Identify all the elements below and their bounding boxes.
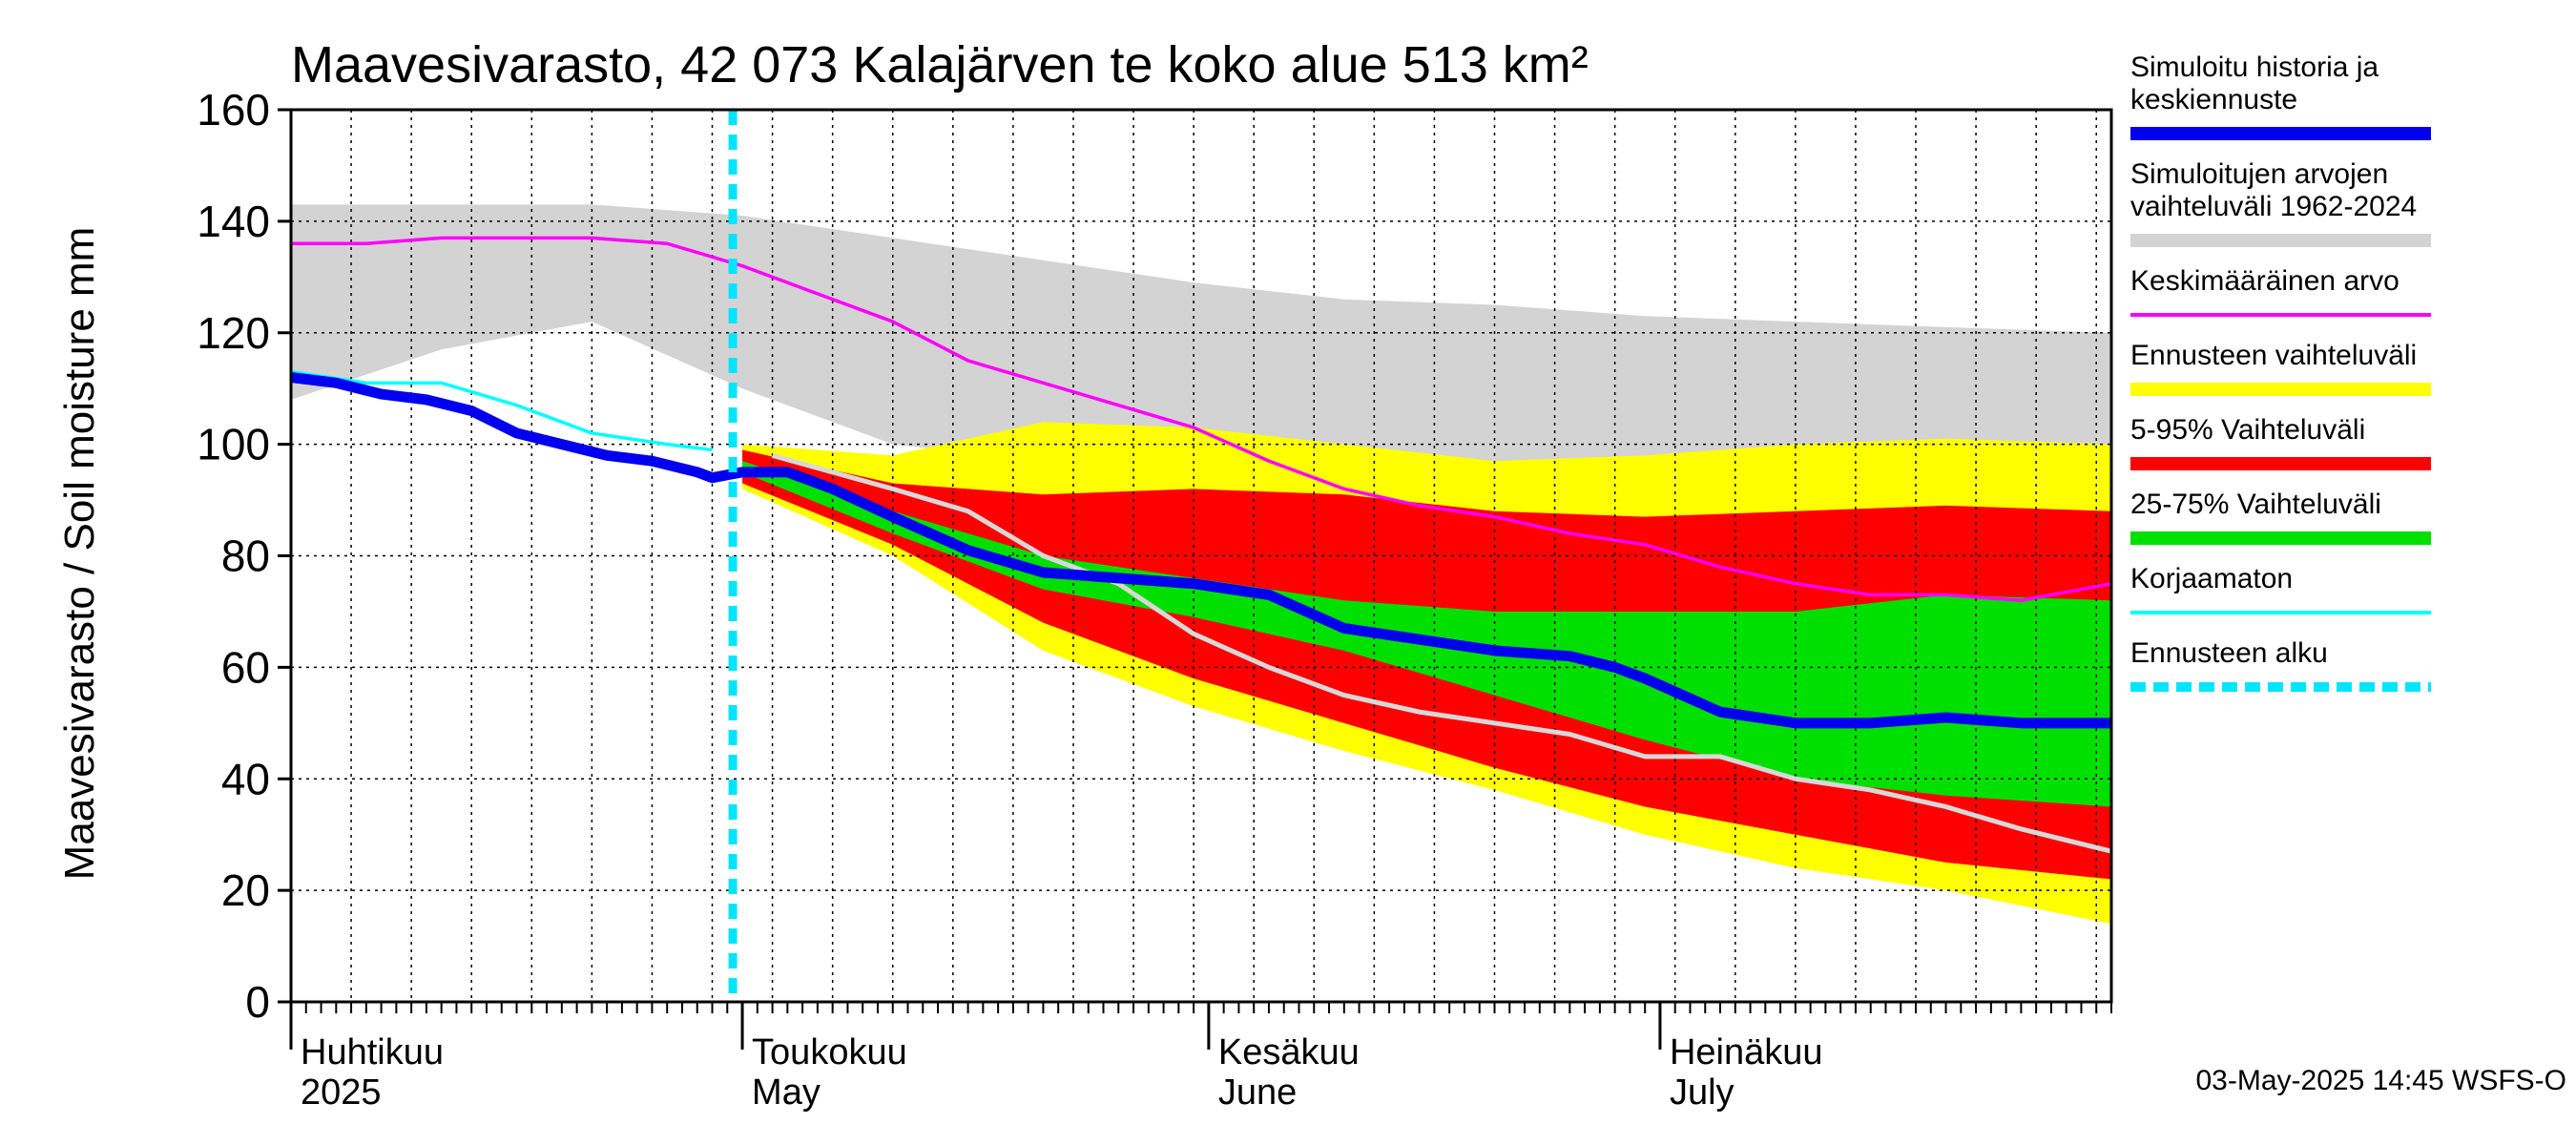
- legend-label: 25-75% Vaihteluväli: [2130, 489, 2381, 520]
- mean-line: [291, 236, 2112, 602]
- month-label-en: 2025: [301, 1072, 382, 1113]
- y-tick-label: 100: [197, 420, 270, 469]
- chart-title: Maavesivarasto, 42 073 Kalajärven te kok…: [291, 36, 1589, 94]
- legend-label: Keskimääräinen arvo: [2130, 265, 2399, 297]
- y-tick-label: 80: [221, 531, 270, 581]
- legend-label: Ennusteen vaihteluväli: [2130, 340, 2417, 371]
- month-label-fi: Heinäkuu: [1670, 1032, 1823, 1072]
- month-label-fi: Toukokuu: [752, 1032, 907, 1072]
- month-label-fi: Kesäkuu: [1218, 1032, 1360, 1072]
- y-tick-label: 40: [221, 754, 270, 803]
- y-tick-label: 20: [221, 865, 270, 915]
- y-tick-label: 0: [245, 977, 270, 1027]
- legend-label: Simuloitujen arvojen: [2130, 158, 2388, 190]
- legend-label: Simuloitu historia ja: [2130, 52, 2379, 83]
- legend-label: 5-95% Vaihteluväli: [2130, 414, 2365, 446]
- month-label-en: July: [1670, 1072, 1735, 1113]
- month-label-en: June: [1218, 1072, 1297, 1113]
- uncorrected-line: [290, 369, 713, 452]
- month-label-en: May: [752, 1072, 821, 1113]
- y-tick-label: 140: [197, 197, 270, 246]
- history-range-band: [291, 204, 2111, 478]
- simulated-line: [290, 372, 2111, 729]
- plot-area: [290, 110, 2112, 1002]
- y-tick-label: 160: [197, 85, 270, 135]
- month-label-fi: Huhtikuu: [301, 1032, 444, 1072]
- legend-label-line2: vaihteluväli 1962-2024: [2130, 191, 2417, 222]
- legend-label: Korjaamaton: [2130, 563, 2293, 594]
- footer-timestamp: 03-May-2025 14:45 WSFS-O: [2196, 1065, 2567, 1096]
- y-tick-label: 120: [197, 308, 270, 358]
- legend-label: Ennusteen alku: [2130, 637, 2328, 669]
- legend-label-line2: keskiennuste: [2130, 84, 2297, 115]
- grey-line: [771, 452, 2112, 854]
- y-tick-label: 60: [221, 642, 270, 692]
- y-axis-label: Maavesivarasto / Soil moisture mm: [56, 227, 103, 881]
